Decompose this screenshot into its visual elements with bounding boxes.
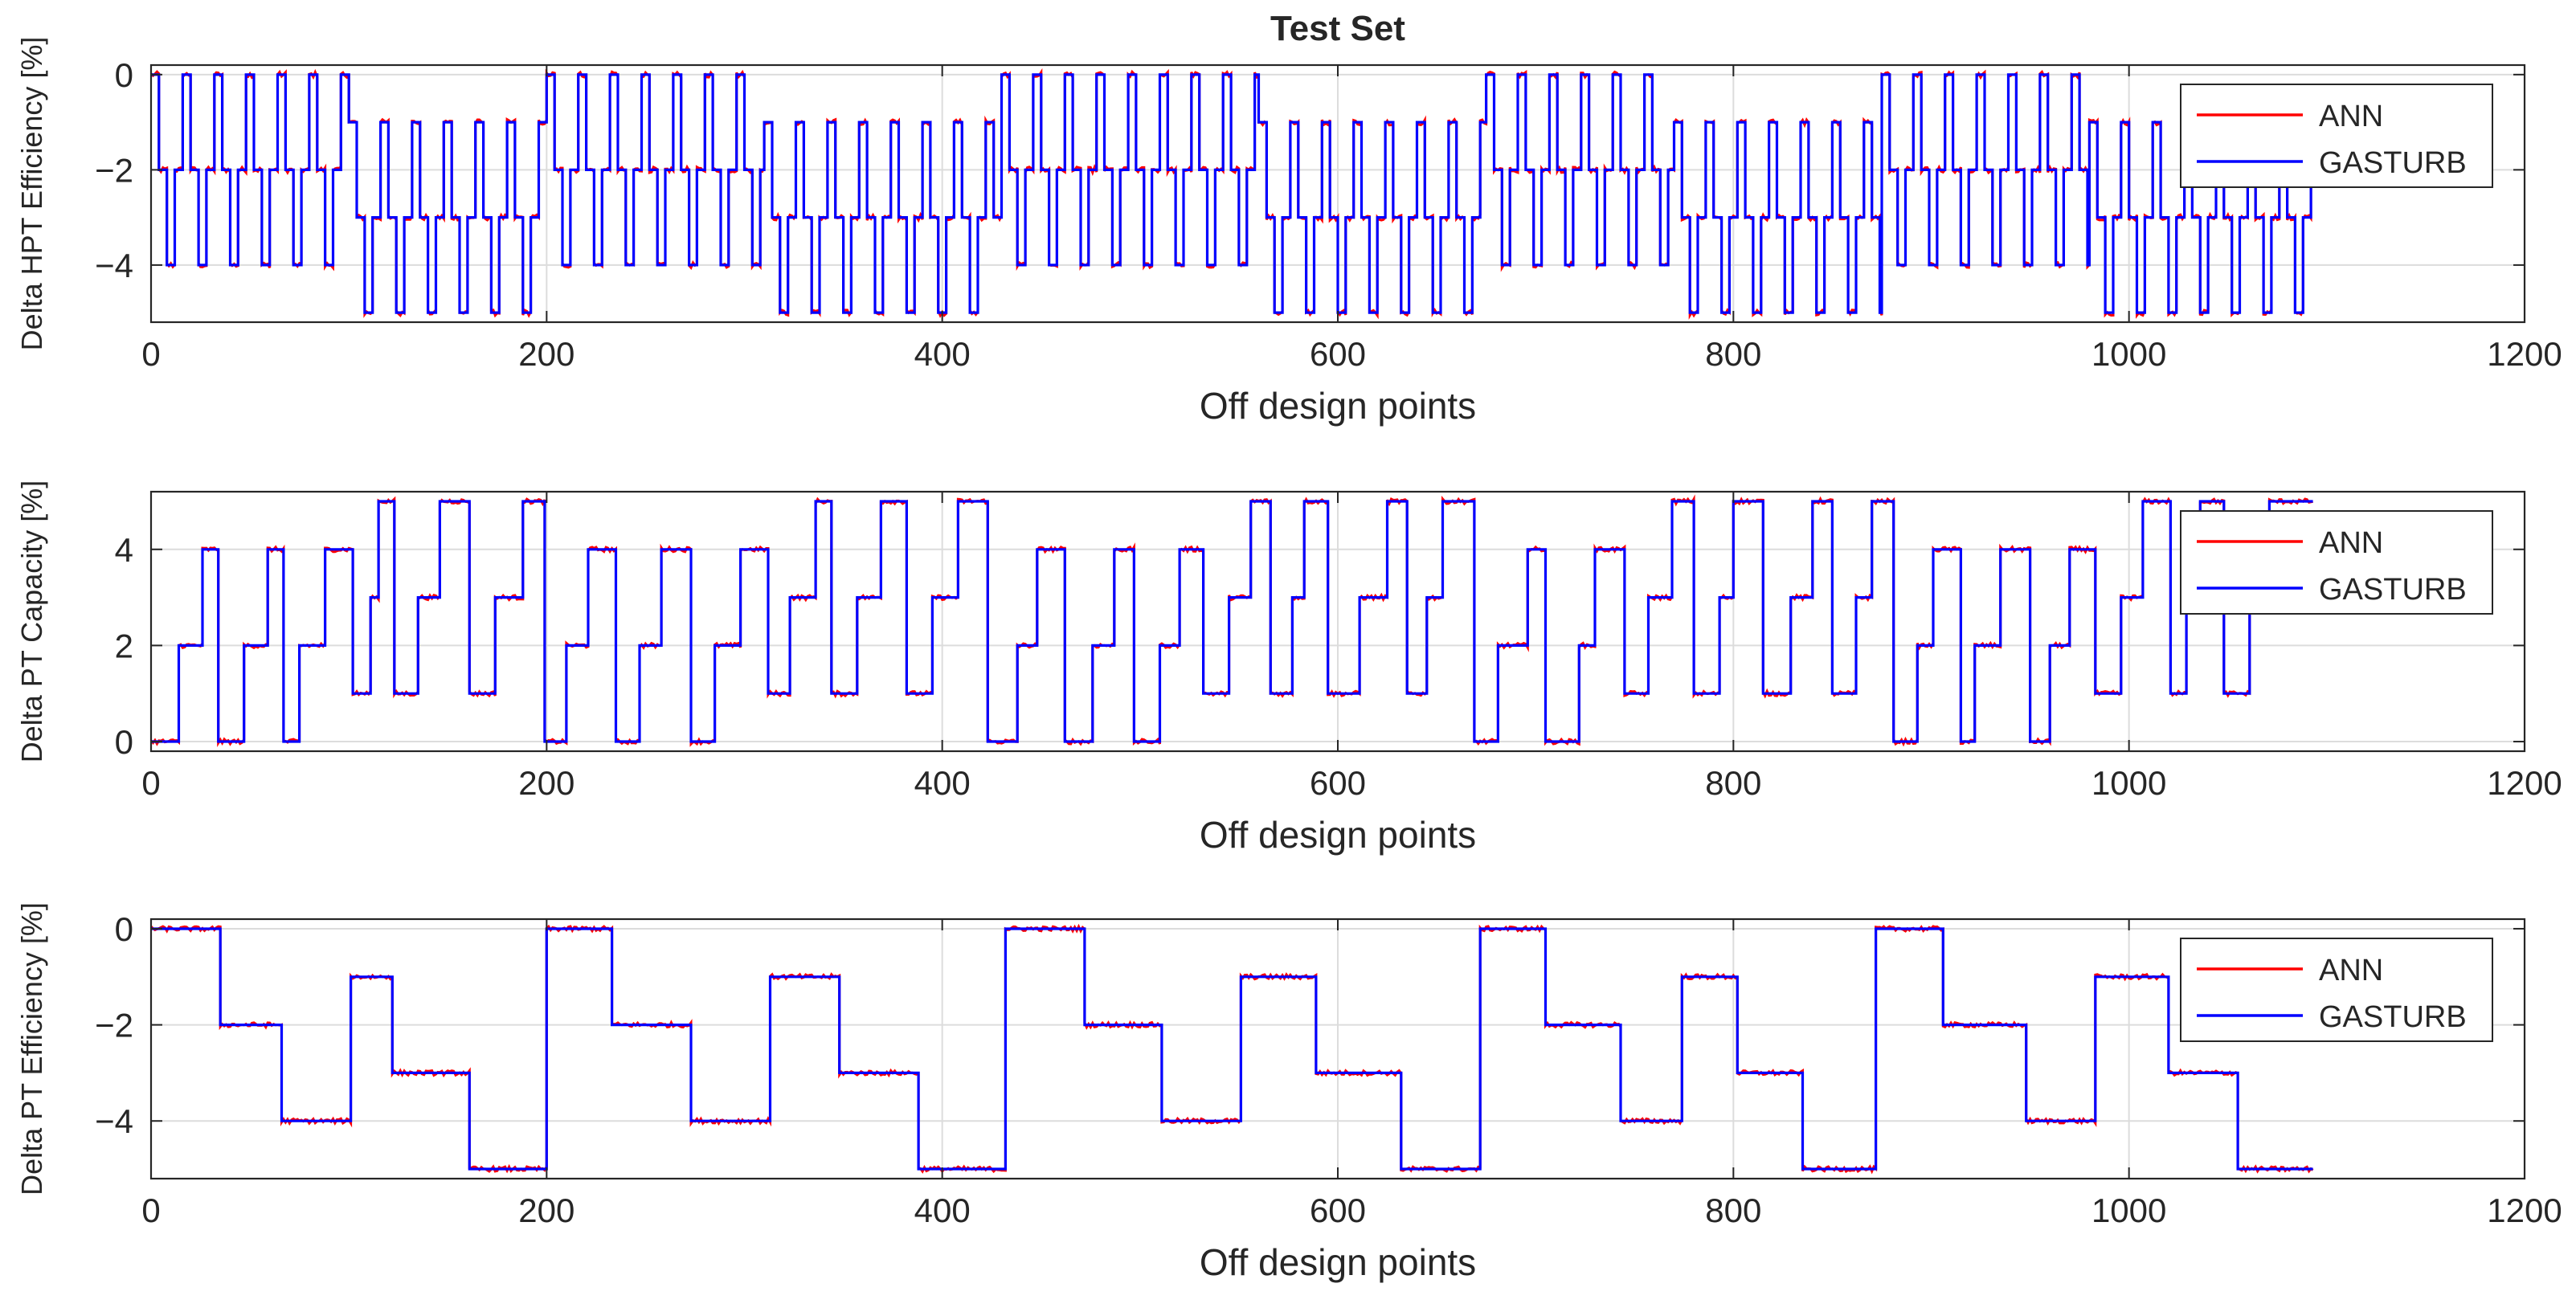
subplot-2: 0 200 400 600 800 1000 1200 0 2 4 Off design point… bbox=[15, 480, 2562, 856]
x-tick-label: 1200 bbox=[2487, 764, 2562, 802]
legend-box bbox=[2180, 84, 2493, 188]
y-axis-label: Delta PT Efficiency [%] bbox=[15, 902, 48, 1196]
x-tick-label: 600 bbox=[1310, 1191, 1366, 1229]
subplot-1: 0 200 400 600 800 1000 1200 −4 −2 0 Off design poi… bbox=[15, 37, 2562, 427]
x-tick-label: 400 bbox=[914, 335, 971, 373]
legend-box bbox=[2180, 938, 2493, 1042]
y-tick-label: 0 bbox=[115, 723, 133, 761]
x-tick-label: 800 bbox=[1705, 1191, 1761, 1229]
x-tick-label: 800 bbox=[1705, 764, 1761, 802]
y-tick-label: −4 bbox=[95, 1102, 133, 1140]
y-tick-label: 0 bbox=[115, 910, 133, 948]
y-tick-label: 4 bbox=[115, 531, 133, 569]
legend-box bbox=[2180, 510, 2493, 615]
x-tick-label: 600 bbox=[1310, 335, 1366, 373]
y-tick-label: −2 bbox=[95, 1007, 133, 1044]
legend: ANN GASTURB bbox=[2180, 938, 2493, 1042]
x-tick-label: 1000 bbox=[2091, 764, 2166, 802]
x-tick-label: 1200 bbox=[2487, 335, 2562, 373]
x-axis-label: Off design points bbox=[1200, 814, 1476, 856]
y-tick-label: −2 bbox=[95, 151, 133, 189]
x-axis-label: Off design points bbox=[1200, 385, 1476, 427]
legend-label-gasturb: GASTURB bbox=[2319, 146, 2467, 180]
y-tick-label: 2 bbox=[115, 627, 133, 664]
legend-label-ann: ANN bbox=[2319, 526, 2383, 560]
x-tick-label: 1000 bbox=[2091, 335, 2166, 373]
y-tick-label: 0 bbox=[115, 56, 133, 94]
y-axis-label: Delta HPT Efficiency [%] bbox=[15, 37, 48, 351]
x-tick-label: 200 bbox=[518, 335, 574, 373]
x-tick-label: 1000 bbox=[2091, 1191, 2166, 1229]
x-tick-label: 200 bbox=[518, 764, 574, 802]
legend: ANN GASTURB bbox=[2180, 84, 2493, 188]
x-tick-label: 400 bbox=[914, 1191, 971, 1229]
x-tick-label: 0 bbox=[141, 335, 160, 373]
series-line-gasturb bbox=[151, 500, 2313, 743]
x-tick-label: 400 bbox=[914, 764, 971, 802]
legend-label-ann: ANN bbox=[2319, 100, 2383, 133]
legend-label-ann: ANN bbox=[2319, 954, 2383, 987]
legend-label-gasturb: GASTURB bbox=[2319, 1000, 2467, 1034]
y-axis-label: Delta PT Capacity [%] bbox=[15, 480, 48, 762]
x-tick-label: 0 bbox=[141, 1191, 160, 1229]
legend-label-gasturb: GASTURB bbox=[2319, 573, 2467, 607]
x-tick-label: 600 bbox=[1310, 764, 1366, 802]
legend: ANN GASTURB bbox=[2180, 510, 2493, 615]
x-tick-label: 0 bbox=[141, 764, 160, 802]
series-line-gasturb bbox=[151, 927, 2313, 1171]
x-tick-label: 800 bbox=[1705, 335, 1761, 373]
x-tick-label: 200 bbox=[518, 1191, 574, 1229]
x-tick-label: 1200 bbox=[2487, 1191, 2562, 1229]
x-axis-label: Off design points bbox=[1200, 1241, 1476, 1283]
series-line-gasturb bbox=[151, 73, 2313, 314]
figure-title: Test Set bbox=[1270, 9, 1405, 48]
y-tick-label: −4 bbox=[95, 247, 133, 284]
subplot-3: 0 200 400 600 800 1000 1200 −4 −2 0 Off design poi… bbox=[15, 902, 2562, 1283]
